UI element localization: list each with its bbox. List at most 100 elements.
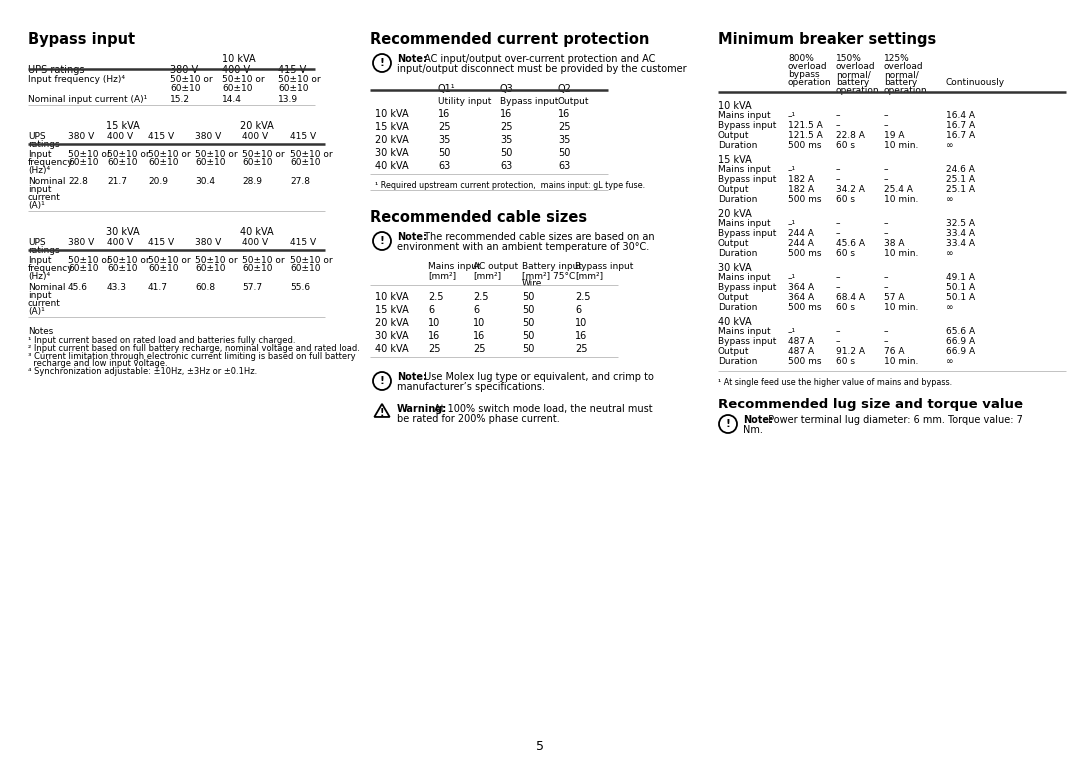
Text: 150%: 150% bbox=[836, 54, 862, 63]
Text: 20 kVA: 20 kVA bbox=[240, 121, 274, 131]
Text: ¹ Required upstream current protection,  mains input: gL type fuse.: ¹ Required upstream current protection, … bbox=[375, 181, 645, 190]
Text: 182 A: 182 A bbox=[788, 175, 814, 184]
Text: Duration: Duration bbox=[718, 249, 757, 258]
Text: 63: 63 bbox=[500, 161, 512, 171]
Text: 500 ms: 500 ms bbox=[788, 249, 822, 258]
Text: –: – bbox=[836, 111, 840, 120]
Text: Bypass input: Bypass input bbox=[718, 283, 777, 292]
Text: 15.2: 15.2 bbox=[170, 95, 190, 104]
Text: 15 kVA: 15 kVA bbox=[375, 122, 408, 132]
Text: !: ! bbox=[380, 408, 384, 418]
Text: 16: 16 bbox=[428, 331, 441, 341]
Text: 60.8: 60.8 bbox=[195, 283, 215, 292]
Text: 800%: 800% bbox=[788, 54, 814, 63]
Text: Use Molex lug type or equivalent, and crimp to: Use Molex lug type or equivalent, and cr… bbox=[421, 372, 653, 382]
Text: 33.4 A: 33.4 A bbox=[946, 239, 975, 248]
Text: 60±10: 60±10 bbox=[291, 158, 321, 167]
Text: Output: Output bbox=[718, 347, 750, 356]
Text: 22.8: 22.8 bbox=[68, 177, 87, 186]
Text: 41.7: 41.7 bbox=[148, 283, 168, 292]
Text: –: – bbox=[885, 111, 889, 120]
Text: 50±10 or: 50±10 or bbox=[222, 75, 265, 84]
Text: ¹ Input current based on rated load and batteries fully charged.: ¹ Input current based on rated load and … bbox=[28, 336, 296, 345]
Text: 5: 5 bbox=[536, 740, 544, 753]
Text: 30 kVA: 30 kVA bbox=[718, 263, 752, 273]
Text: input/output disconnect must be provided by the customer: input/output disconnect must be provided… bbox=[397, 64, 687, 74]
Text: 121.5 A: 121.5 A bbox=[788, 131, 823, 140]
Text: 415 V: 415 V bbox=[291, 132, 316, 141]
Text: Recommended cable sizes: Recommended cable sizes bbox=[370, 210, 588, 225]
Text: –¹: –¹ bbox=[788, 165, 796, 174]
Text: !: ! bbox=[379, 376, 384, 386]
Text: 40 kVA: 40 kVA bbox=[240, 227, 274, 237]
Text: 25: 25 bbox=[428, 344, 441, 354]
Text: 19 A: 19 A bbox=[885, 131, 905, 140]
Text: 415 V: 415 V bbox=[148, 238, 174, 247]
Text: 25: 25 bbox=[438, 122, 450, 132]
Text: 500 ms: 500 ms bbox=[788, 357, 822, 366]
Text: 65.6 A: 65.6 A bbox=[946, 327, 975, 336]
Text: Note:: Note: bbox=[743, 415, 773, 425]
Text: Warning:: Warning: bbox=[397, 404, 447, 414]
Text: 487 A: 487 A bbox=[788, 347, 814, 356]
Text: Output: Output bbox=[718, 185, 750, 194]
Text: Note:: Note: bbox=[397, 54, 427, 64]
Text: 60±10: 60±10 bbox=[278, 84, 309, 93]
Text: –: – bbox=[885, 175, 889, 184]
Text: 45.6 A: 45.6 A bbox=[836, 239, 865, 248]
Text: 16: 16 bbox=[473, 331, 485, 341]
Text: battery: battery bbox=[885, 78, 917, 87]
Text: 20 kVA: 20 kVA bbox=[375, 135, 408, 145]
Text: 63: 63 bbox=[558, 161, 570, 171]
Text: –¹: –¹ bbox=[788, 219, 796, 228]
Text: 400 V: 400 V bbox=[107, 238, 133, 247]
Text: Nominal: Nominal bbox=[28, 283, 66, 292]
Text: –: – bbox=[885, 283, 889, 292]
Text: ∞: ∞ bbox=[946, 357, 954, 366]
Text: 380 V: 380 V bbox=[68, 238, 94, 247]
Text: 63: 63 bbox=[438, 161, 450, 171]
Text: ∞: ∞ bbox=[946, 195, 954, 204]
Text: 24.6 A: 24.6 A bbox=[946, 165, 975, 174]
Text: Power terminal lug diameter: 6 mm. Torque value: 7: Power terminal lug diameter: 6 mm. Torqu… bbox=[765, 415, 1023, 425]
Text: 10: 10 bbox=[473, 318, 485, 328]
Text: –: – bbox=[836, 121, 840, 130]
Text: Bypass input: Bypass input bbox=[575, 262, 633, 271]
Text: 380 V: 380 V bbox=[170, 65, 198, 75]
Text: 60 s: 60 s bbox=[836, 141, 855, 150]
Text: 50: 50 bbox=[522, 344, 535, 354]
Text: 50±10 or: 50±10 or bbox=[107, 256, 150, 265]
Text: !: ! bbox=[379, 58, 384, 68]
Text: 10 min.: 10 min. bbox=[885, 357, 918, 366]
Text: 91.2 A: 91.2 A bbox=[836, 347, 865, 356]
Text: 380 V: 380 V bbox=[68, 132, 94, 141]
Text: 50: 50 bbox=[558, 148, 570, 158]
Text: 50±10 or: 50±10 or bbox=[107, 150, 150, 159]
Text: 40 kVA: 40 kVA bbox=[375, 161, 408, 171]
Text: 50: 50 bbox=[500, 148, 512, 158]
Text: Nominal: Nominal bbox=[28, 177, 66, 186]
Text: 60±10: 60±10 bbox=[195, 158, 226, 167]
Text: 60 s: 60 s bbox=[836, 357, 855, 366]
Text: (Hz)⁴: (Hz)⁴ bbox=[28, 272, 50, 281]
Text: 16: 16 bbox=[575, 331, 588, 341]
Text: Duration: Duration bbox=[718, 357, 757, 366]
Text: Input frequency (Hz)⁴: Input frequency (Hz)⁴ bbox=[28, 75, 125, 84]
Text: –¹: –¹ bbox=[788, 273, 796, 282]
Text: 32.5 A: 32.5 A bbox=[946, 219, 975, 228]
Text: 60±10: 60±10 bbox=[107, 158, 137, 167]
Text: 10 min.: 10 min. bbox=[885, 195, 918, 204]
Text: 50: 50 bbox=[438, 148, 450, 158]
Text: Output: Output bbox=[718, 239, 750, 248]
Text: 43.3: 43.3 bbox=[107, 283, 127, 292]
Text: operation: operation bbox=[836, 86, 879, 95]
Text: 16.7 A: 16.7 A bbox=[946, 131, 975, 140]
Text: 25.4 A: 25.4 A bbox=[885, 185, 913, 194]
Text: Recommended lug size and torque value: Recommended lug size and torque value bbox=[718, 398, 1023, 411]
Text: –: – bbox=[836, 165, 840, 174]
Text: 400 V: 400 V bbox=[242, 238, 268, 247]
Text: 10 kVA: 10 kVA bbox=[375, 292, 408, 302]
Text: 500 ms: 500 ms bbox=[788, 141, 822, 150]
Text: AC output: AC output bbox=[473, 262, 518, 271]
Text: (A)¹: (A)¹ bbox=[28, 201, 44, 210]
